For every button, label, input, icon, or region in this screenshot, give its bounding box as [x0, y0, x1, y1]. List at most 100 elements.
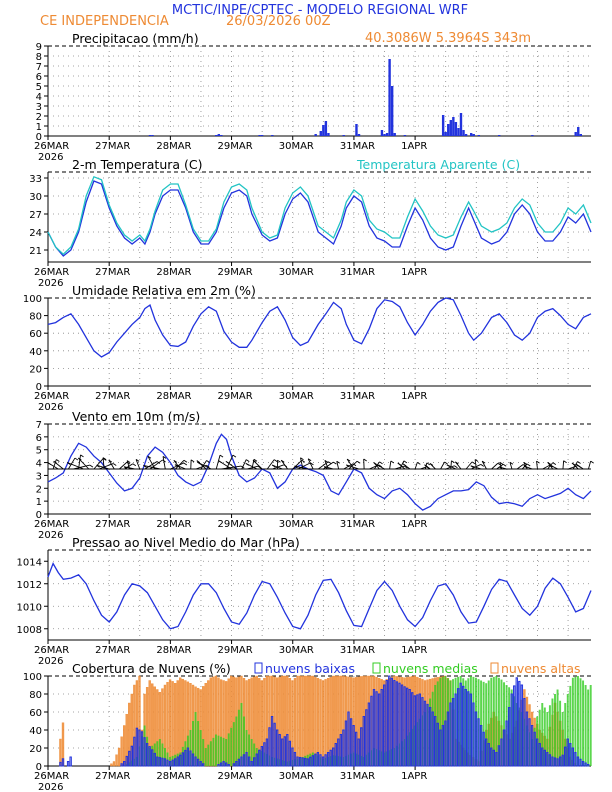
- cloud-bar-medium: [584, 685, 587, 766]
- wind-barb-flag: [426, 462, 431, 466]
- panel-title: Vento em 10m (m/s): [72, 409, 200, 424]
- cloud-bar-medium: [316, 755, 319, 766]
- cloud-bar-low: [362, 716, 365, 767]
- panel-title: 2-m Temperatura (C): [72, 157, 203, 172]
- x-tick-label: 26MAR: [34, 141, 69, 152]
- cloud-bar-medium: [217, 735, 220, 766]
- wind-barb: [307, 458, 314, 470]
- cloud-bar-medium: [186, 735, 189, 766]
- cloud-bar-low: [321, 756, 325, 767]
- cloud-bar-medium: [220, 736, 223, 766]
- cloud-bar-medium: [184, 741, 187, 766]
- cloud-bar-low: [439, 729, 442, 767]
- cloud-bar-low: [125, 755, 128, 767]
- precip-bar: [477, 135, 481, 136]
- wind-barb-flag: [363, 458, 367, 462]
- coordinates-label: 40.3086W 5.3964S 343m: [365, 31, 531, 46]
- cloud-bar-low: [492, 749, 496, 767]
- cloud-bar-low: [283, 736, 286, 767]
- cloud-bar-medium: [482, 681, 485, 766]
- cloud-bar-medium: [503, 682, 505, 766]
- cloud-bar-medium: [204, 748, 207, 766]
- cloud-bar-low: [222, 761, 225, 767]
- x-tick-label: 28MAR: [156, 645, 191, 656]
- cloud-bar-low: [586, 764, 590, 767]
- cloud-bar-medium: [130, 760, 133, 766]
- cloud-bar-medium: [253, 743, 256, 766]
- cloud-bar-medium: [406, 735, 409, 766]
- y-tick-label: 8: [36, 52, 42, 63]
- cloud-bar-low: [316, 752, 320, 767]
- cloud-bar-low: [306, 758, 309, 767]
- cloud-bar-medium: [362, 757, 365, 766]
- x-tick-label: 27MAR: [95, 771, 130, 782]
- cloud-bar-low: [551, 756, 554, 767]
- y-tick-label: 4: [36, 459, 42, 470]
- cloud-bar-low: [143, 737, 146, 767]
- cloud-bar-medium: [533, 727, 536, 766]
- x-tick-label: 29MAR: [218, 267, 253, 278]
- wind-barb: [562, 460, 565, 470]
- cloud-bar-low: [324, 754, 327, 767]
- wind-barb: [162, 456, 166, 470]
- y-tick-label: 9: [36, 42, 42, 53]
- cloud-bar-medium: [431, 691, 434, 766]
- wind-barb-flag: [480, 464, 484, 467]
- y-tick-label: 0: [36, 510, 42, 521]
- cloud-bar-medium: [176, 753, 179, 766]
- precip-bar: [452, 117, 455, 136]
- wind-barb-flag: [78, 457, 82, 461]
- wind-barb-flag: [47, 462, 52, 466]
- cloud-bar-low: [403, 686, 406, 767]
- cloud-bar-low: [375, 691, 378, 767]
- panels-group: 26MAR 27MAR 28MAR 29MAR 30MAR 31MAR 1APR202601…: [17, 31, 594, 792]
- cloud-bar-low: [421, 697, 424, 767]
- precip-bar: [217, 134, 221, 136]
- wind-barb: [516, 464, 524, 470]
- cloud-bar-low: [574, 752, 577, 767]
- cloud-bar-low: [199, 761, 202, 767]
- cloud-bar-low: [408, 689, 411, 767]
- cloud-bar-low: [268, 727, 271, 767]
- cloud-bar-low: [418, 693, 422, 767]
- cloud-bar-medium: [306, 754, 309, 766]
- cloud-bar-medium: [513, 696, 516, 766]
- cloud-bar-medium: [291, 760, 294, 766]
- y-tick-label: 6: [36, 72, 42, 83]
- cloud-bar-medium: [543, 707, 546, 766]
- wind-barb: [323, 461, 334, 470]
- cloud-bar-low: [571, 747, 575, 767]
- wind-barb: [108, 459, 115, 470]
- legend-swatch: [490, 662, 499, 674]
- cloud-bar-medium: [329, 756, 332, 766]
- precip-bar: [151, 135, 154, 136]
- cloud-bar-low: [500, 738, 503, 767]
- cloud-bar-low: [219, 762, 223, 767]
- y-tick-label: 1012: [17, 580, 42, 591]
- cloud-bar-low: [400, 684, 404, 767]
- wind-barb-flag: [196, 460, 201, 464]
- cloud-bar-medium: [304, 755, 307, 766]
- cloud-bar-low: [166, 759, 169, 767]
- cloud-bar-high: [112, 761, 116, 767]
- wind-barb: [119, 461, 128, 470]
- wind-barb-flag: [404, 465, 408, 469]
- cloud-bar-medium: [212, 737, 215, 766]
- wind-barb-flag: [590, 460, 594, 464]
- wind-barb: [414, 462, 418, 470]
- cloud-bar-medium: [319, 757, 322, 766]
- cloud-bar-low: [357, 738, 360, 767]
- precip-bar: [342, 135, 345, 136]
- cloud-bar-medium: [485, 683, 488, 766]
- cloud-bar-low: [395, 681, 399, 767]
- wind-barb: [454, 461, 462, 470]
- cloud-bar-medium: [225, 739, 228, 766]
- wind-barb-flag: [183, 462, 188, 466]
- x-tick-label: 31MAR: [340, 519, 375, 530]
- cloud-bar-medium: [495, 676, 498, 766]
- wind-barb-flag: [523, 461, 528, 465]
- y-tick-label: 40: [29, 726, 42, 737]
- cloud-bar-medium: [248, 734, 251, 766]
- wind-barb-flag: [571, 462, 576, 466]
- cloud-bar-low: [189, 750, 192, 767]
